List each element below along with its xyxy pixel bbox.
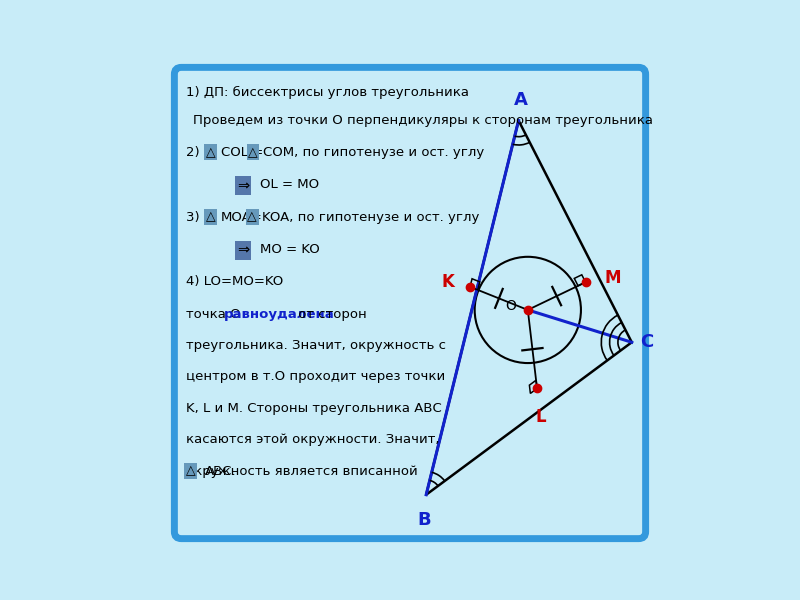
Text: Проведем из точки О перпендикуляры к сторонам треугольника: Проведем из точки О перпендикуляры к сто… <box>193 113 653 127</box>
Text: 1) ДП: биссектрисы углов треугольника: 1) ДП: биссектрисы углов треугольника <box>186 86 469 99</box>
Text: △: △ <box>206 211 215 224</box>
Text: △: △ <box>206 146 215 159</box>
Text: точка О: точка О <box>186 308 245 320</box>
Text: B: B <box>417 511 430 529</box>
Text: M: M <box>605 269 622 287</box>
Text: △: △ <box>248 146 258 159</box>
Text: равноудалена: равноудалена <box>224 308 335 320</box>
Text: K: K <box>442 273 454 291</box>
Text: MOA=: MOA= <box>221 211 262 224</box>
Text: △: △ <box>186 465 195 478</box>
Text: касаются этой окружности. Значит,: касаются этой окружности. Значит, <box>186 433 439 446</box>
Text: KOA, по гипотенузе и ост. углу: KOA, по гипотенузе и ост. углу <box>262 211 479 224</box>
Text: окружность является вписанной: окружность является вписанной <box>186 465 418 478</box>
Text: COL =: COL = <box>221 146 267 159</box>
Text: треугольника. Значит, окружность с: треугольника. Значит, окружность с <box>186 339 446 352</box>
Text: АВС.: АВС. <box>205 465 236 478</box>
Text: 4) LO=MO=KO: 4) LO=MO=KO <box>186 275 283 288</box>
Text: ⇒: ⇒ <box>237 178 249 193</box>
Text: O: O <box>505 299 516 313</box>
Text: ⇒: ⇒ <box>237 243 249 258</box>
Text: A: A <box>514 91 528 109</box>
Text: 3): 3) <box>186 211 204 224</box>
Text: K, L и М. Стороны треугольника АВС: K, L и М. Стороны треугольника АВС <box>186 402 442 415</box>
FancyBboxPatch shape <box>174 67 646 539</box>
Text: от сторон: от сторон <box>294 308 366 320</box>
Text: COM, по гипотенузе и ост. углу: COM, по гипотенузе и ост. углу <box>263 146 484 159</box>
Text: △: △ <box>247 211 257 224</box>
Text: C: C <box>640 333 654 351</box>
Text: OL = MO: OL = MO <box>260 178 319 191</box>
Text: 2): 2) <box>186 146 204 159</box>
Text: MO = KO: MO = KO <box>260 243 320 256</box>
Text: L: L <box>535 408 546 426</box>
Text: центром в т.О проходит через точки: центром в т.О проходит через точки <box>186 370 445 383</box>
